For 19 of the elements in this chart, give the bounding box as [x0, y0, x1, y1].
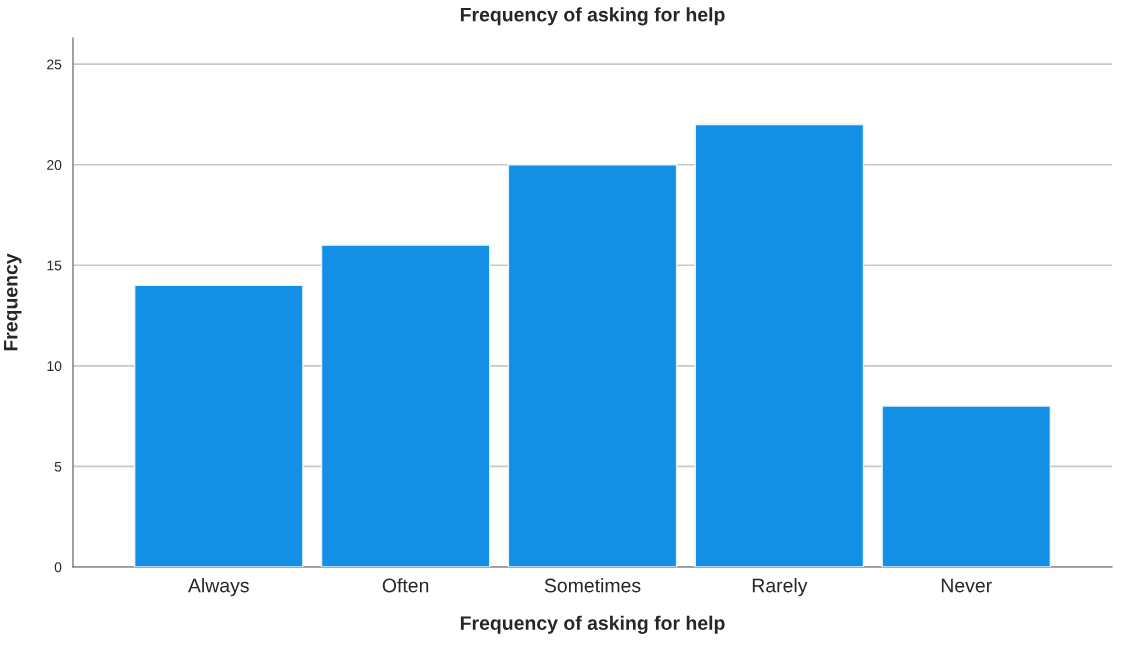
y-axis-title: Frequency	[4, 253, 22, 351]
x-tick-label: Rarely	[752, 578, 808, 597]
y-tick-label: 5	[54, 461, 62, 472]
bar	[881, 405, 1052, 567]
chart-title: Frequency of asking for help	[460, 7, 725, 26]
bar	[133, 284, 304, 567]
y-tick-label: 0	[54, 562, 62, 573]
x-axis-title: Frequency of asking for help	[460, 615, 725, 634]
x-tick-label: Sometimes	[544, 578, 641, 593]
y-tick-label: 25	[47, 59, 62, 70]
bar	[320, 244, 491, 567]
x-tick-label: Often	[382, 578, 429, 593]
x-tick-label: Never	[941, 578, 992, 593]
y-tick-label: 15	[47, 260, 62, 271]
y-tick-label: 10	[47, 361, 62, 372]
bar	[507, 164, 678, 567]
y-tick-label: 20	[47, 160, 62, 170]
bar	[694, 123, 865, 567]
x-tick-label: Always	[188, 578, 249, 597]
